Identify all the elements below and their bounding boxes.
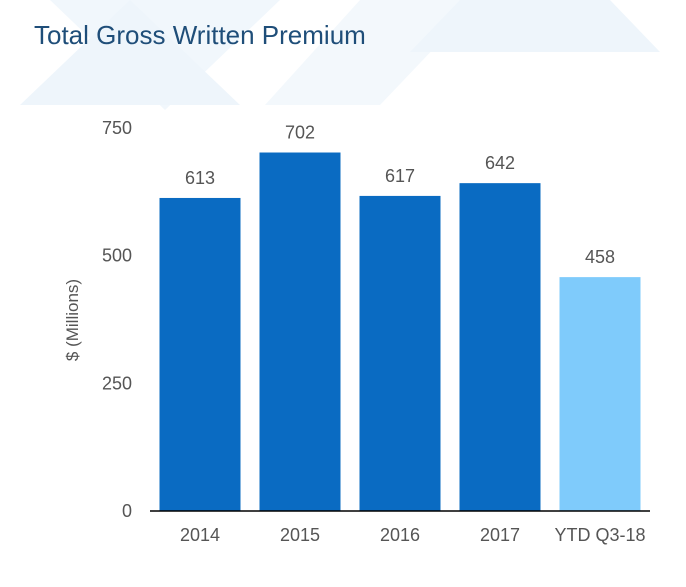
data-label: 458: [585, 247, 615, 267]
data-label: 702: [285, 123, 315, 143]
bar: [159, 197, 241, 511]
x-tick-label: 2014: [180, 525, 220, 545]
x-tick-label: YTD Q3-18: [554, 525, 645, 545]
bar: [459, 183, 541, 512]
y-axis-label: $ (Millions): [63, 279, 82, 361]
background-triangles: [20, 0, 660, 110]
x-tick-label: 2017: [480, 525, 520, 545]
y-tick-label: 500: [102, 246, 132, 266]
bar: [559, 277, 641, 511]
chart-title: Total Gross Written Premium: [34, 20, 366, 50]
bar: [359, 195, 441, 511]
data-label: 617: [385, 166, 415, 186]
y-tick-label: 750: [102, 118, 132, 138]
x-tick-label: 2016: [380, 525, 420, 545]
data-label: 613: [185, 168, 215, 188]
x-tick-label: 2015: [280, 525, 320, 545]
y-tick-label: 0: [122, 501, 132, 521]
y-tick-label: 250: [102, 373, 132, 393]
bar: [259, 152, 341, 511]
data-label: 642: [485, 153, 515, 173]
